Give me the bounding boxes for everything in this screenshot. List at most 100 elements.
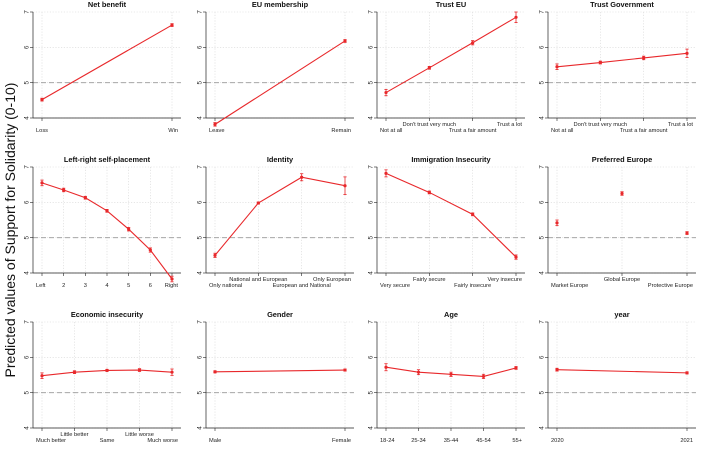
- series-line: [214, 40, 346, 125]
- y-tick-label: 6: [24, 355, 31, 359]
- data-point: [384, 90, 388, 95]
- y-tick-label: 4: [368, 116, 375, 120]
- panel-eu-membership: EU membership 4 5 6 7 Leave Remain: [197, 0, 354, 134]
- x-tick-label: Much worse: [147, 438, 178, 444]
- y-tick-label: 6: [24, 200, 31, 204]
- series-line: [214, 176, 346, 256]
- data-point: [449, 372, 453, 376]
- data-point: [127, 227, 131, 231]
- x-tick-label: Little worse: [125, 432, 154, 438]
- x-tick-label: Much better: [36, 438, 66, 444]
- x-tick-label: 45-54: [476, 438, 491, 444]
- y-tick-label: 6: [24, 45, 31, 49]
- y-tick-label: 4: [539, 116, 546, 120]
- y-tick-label: 7: [24, 320, 31, 324]
- data-point: [343, 184, 347, 188]
- y-tick-label: 4: [539, 271, 546, 275]
- y-tick-label: 4: [197, 426, 204, 430]
- data-point: [256, 201, 260, 205]
- panel-title: Economic insecurity: [71, 310, 144, 319]
- x-tick-label: Male: [209, 438, 221, 444]
- panel-title: year: [614, 310, 629, 319]
- y-tick-label: 7: [24, 165, 31, 169]
- y-tick-label: 6: [197, 200, 204, 204]
- y-tick-label: 6: [197, 45, 204, 49]
- x-tick-label: Don't trust very much: [403, 122, 457, 128]
- panel-title: Immigration Insecurity: [411, 155, 491, 164]
- y-tick-label: 5: [197, 390, 204, 394]
- series-line: [41, 24, 173, 101]
- y-tick-label: 7: [368, 165, 375, 169]
- y-tick-label: 4: [24, 271, 31, 275]
- y-tick-label: 7: [24, 10, 31, 14]
- y-tick-label: 5: [24, 80, 31, 84]
- y-tick-label: 7: [197, 165, 204, 169]
- series-line: [385, 16, 517, 94]
- y-tick-label: 7: [539, 165, 546, 169]
- data-point: [105, 368, 109, 373]
- x-tick-label: Not at all: [551, 128, 573, 134]
- y-axis-label: Predicted values of Support for Solidari…: [2, 83, 18, 378]
- y-tick-label: 5: [24, 235, 31, 239]
- y-tick-label: 5: [24, 390, 31, 394]
- y-tick-label: 6: [368, 355, 375, 359]
- x-tick-label: Market Europe: [551, 283, 588, 289]
- series-line: [556, 52, 688, 68]
- x-tick-label: Same: [100, 438, 115, 444]
- y-tick-label: 6: [539, 45, 546, 49]
- data-point: [170, 277, 174, 281]
- x-tick-label: 18-24: [380, 438, 395, 444]
- data-point: [514, 366, 518, 370]
- panel-title: EU membership: [252, 0, 309, 9]
- panel-title: Trust Government: [590, 0, 654, 9]
- x-tick-label: Trust a lot: [668, 122, 693, 128]
- y-tick-label: 5: [368, 80, 375, 84]
- y-tick-label: 7: [368, 10, 375, 14]
- panel-age: Age 4 5 6 7 18-24 25-34 35-44 45-54 55+: [368, 310, 525, 444]
- data-point: [514, 15, 518, 19]
- x-tick-label: Trust a lot: [497, 122, 522, 128]
- data-point: [137, 368, 142, 372]
- y-tick-label: 7: [197, 10, 204, 14]
- data-point: [148, 248, 152, 252]
- data-point: [105, 209, 109, 213]
- x-tick-label: 6: [149, 283, 152, 289]
- x-tick-label: 3: [84, 283, 87, 289]
- x-tick-label: Female: [332, 438, 351, 444]
- x-tick-label: Left: [36, 283, 46, 289]
- data-point: [427, 190, 431, 195]
- data-point: [685, 231, 689, 235]
- x-tick-label: 4: [105, 283, 108, 289]
- x-tick-label: Loss: [36, 128, 48, 134]
- y-tick-label: 4: [368, 271, 375, 275]
- panel-title: Gender: [267, 310, 293, 319]
- y-tick-label: 5: [197, 235, 204, 239]
- data-point: [471, 41, 475, 45]
- y-tick-label: 4: [197, 116, 204, 120]
- x-tick-label: Win: [168, 128, 178, 134]
- data-point: [427, 66, 431, 70]
- panel-title: Age: [444, 310, 458, 319]
- y-tick-label: 6: [368, 200, 375, 204]
- x-tick-label: 25-34: [411, 438, 426, 444]
- series-line: [385, 172, 517, 258]
- data-point: [642, 56, 646, 60]
- data-point: [170, 370, 174, 374]
- y-tick-label: 6: [368, 45, 375, 49]
- y-tick-label: 4: [539, 426, 546, 430]
- data-point: [213, 122, 217, 126]
- y-tick-label: 4: [24, 116, 31, 120]
- panel-title: Identity: [267, 155, 294, 164]
- data-point: [384, 365, 388, 369]
- data-point: [343, 368, 347, 372]
- data-point: [555, 65, 559, 69]
- x-tick-label: 2021: [680, 438, 693, 444]
- data-point: [620, 191, 624, 196]
